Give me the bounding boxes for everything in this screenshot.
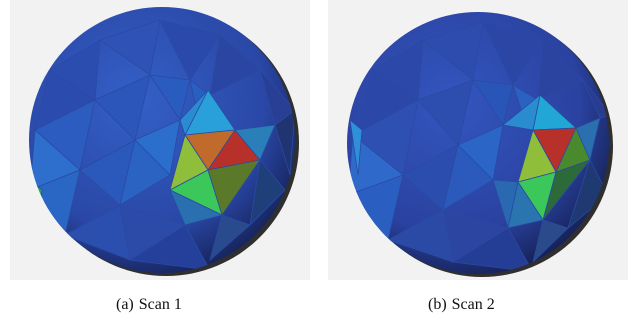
caption-a-label: (a) — [116, 296, 134, 313]
caption-b-label: (b) — [428, 296, 447, 313]
sphere-panel-a — [10, 0, 310, 280]
caption-b-text: Scan 2 — [451, 296, 495, 313]
sphere-panel-b — [328, 0, 628, 280]
sphere-mesh-b — [347, 12, 613, 277]
sphere-mesh-a — [29, 7, 299, 276]
caption-a-text: Scan 1 — [138, 296, 182, 313]
caption-b: (b) Scan 2 — [428, 296, 495, 314]
caption-a: (a) Scan 1 — [116, 296, 182, 314]
